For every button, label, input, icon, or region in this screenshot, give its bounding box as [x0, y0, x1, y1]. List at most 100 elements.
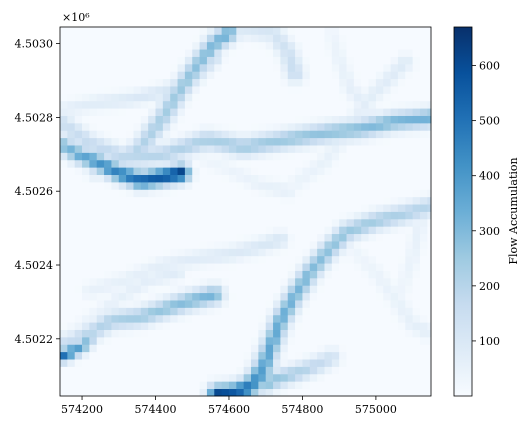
- heatmap-cell: [397, 381, 406, 390]
- heatmap-cell: [162, 204, 171, 212]
- heatmap-cell: [228, 204, 237, 212]
- heatmap-cell: [104, 351, 112, 360]
- heatmap-cell: [126, 86, 134, 94]
- heatmap-cell: [287, 300, 296, 308]
- heatmap-cell: [126, 329, 134, 338]
- heatmap-cell: [133, 122, 142, 131]
- heatmap-cell: [346, 159, 355, 168]
- heatmap-cell: [111, 56, 120, 65]
- heatmap-cell: [302, 78, 311, 87]
- heatmap-cell: [309, 56, 318, 65]
- heatmap-cell: [375, 233, 384, 242]
- heatmap-cell: [133, 181, 142, 190]
- heatmap-cell: [82, 344, 90, 353]
- heatmap-cell: [118, 322, 127, 330]
- heatmap-cell: [199, 351, 208, 360]
- heatmap-cell: [74, 211, 83, 220]
- heatmap-cell: [383, 71, 391, 80]
- heatmap-cell: [228, 137, 237, 146]
- heatmap-cell: [60, 292, 68, 301]
- heatmap-cell: [162, 388, 171, 397]
- heatmap-cell: [375, 49, 384, 57]
- heatmap-cell: [368, 41, 377, 50]
- heatmap-cell: [383, 300, 391, 308]
- heatmap-cell: [126, 270, 134, 279]
- heatmap-cell: [331, 300, 340, 308]
- heatmap-cell: [368, 277, 377, 286]
- heatmap-cell: [280, 233, 289, 242]
- heatmap-cell: [126, 34, 134, 43]
- heatmap-cell: [184, 137, 193, 146]
- heatmap-cell: [258, 78, 267, 87]
- heatmap-cell: [126, 49, 134, 57]
- heatmap-cell: [331, 196, 340, 205]
- heatmap-cell: [265, 167, 274, 175]
- heatmap-cell: [184, 49, 193, 57]
- heatmap-cell: [60, 255, 68, 264]
- heatmap-cell: [214, 388, 223, 397]
- heatmap-cell: [258, 359, 267, 367]
- heatmap-cell: [96, 270, 105, 279]
- heatmap-cell: [412, 241, 421, 249]
- heatmap-cell: [251, 241, 259, 249]
- heatmap-cell: [390, 108, 399, 116]
- heatmap-cell: [405, 314, 414, 323]
- heatmap-cell: [236, 145, 245, 153]
- heatmap-cell: [89, 226, 98, 235]
- heatmap-cell: [214, 248, 223, 257]
- heatmap-cell: [67, 233, 76, 242]
- heatmap-cell: [331, 211, 340, 220]
- heatmap-cell: [295, 381, 303, 390]
- heatmap-cell: [104, 204, 112, 212]
- heatmap-cell: [140, 34, 149, 43]
- heatmap-cell: [82, 322, 90, 330]
- x-tick-label: 574400: [135, 403, 177, 416]
- heatmap-cell: [280, 373, 289, 382]
- heatmap-cell: [184, 63, 193, 72]
- heatmap-cell: [60, 314, 68, 323]
- heatmap-cell: [353, 322, 362, 330]
- heatmap-cell: [177, 122, 186, 131]
- heatmap-cell: [390, 174, 399, 183]
- heatmap-cell: [339, 366, 347, 375]
- heatmap-cell: [390, 41, 399, 50]
- heatmap-cell: [353, 277, 362, 286]
- heatmap-cell: [302, 314, 311, 323]
- heatmap-cell: [177, 196, 186, 205]
- heatmap-cell: [148, 270, 156, 279]
- heatmap-cell: [148, 86, 156, 94]
- heatmap-cell: [251, 63, 259, 72]
- heatmap-cell: [324, 218, 333, 227]
- heatmap-cell: [405, 174, 414, 183]
- heatmap-cell: [265, 307, 274, 316]
- heatmap-cell: [287, 351, 296, 360]
- heatmap-cell: [192, 241, 200, 249]
- heatmap-cell: [104, 381, 112, 390]
- heatmap-cell: [383, 381, 391, 390]
- heatmap-cell: [309, 351, 318, 360]
- heatmap-cell: [126, 263, 134, 271]
- heatmap-cell: [126, 292, 134, 301]
- heatmap-cell: [111, 344, 120, 353]
- heatmap-cell: [273, 196, 281, 205]
- heatmap-cell: [111, 189, 120, 198]
- heatmap-cell: [361, 285, 369, 294]
- heatmap-cell: [397, 322, 406, 330]
- heatmap-cell: [405, 329, 414, 338]
- heatmap-cell: [111, 373, 120, 382]
- heatmap-cell: [96, 388, 105, 397]
- heatmap-cell: [184, 381, 193, 390]
- heatmap-cell: [390, 137, 399, 146]
- heatmap-cell: [177, 336, 186, 345]
- heatmap-cell: [287, 211, 296, 220]
- heatmap-cell: [302, 181, 311, 190]
- heatmap-cell: [309, 381, 318, 390]
- heatmap-cell: [427, 359, 432, 367]
- heatmap-cell: [302, 41, 311, 50]
- heatmap-cell: [140, 78, 149, 87]
- heatmap-cell: [228, 100, 237, 109]
- heatmap-cell: [265, 145, 274, 153]
- heatmap-cell: [368, 71, 377, 80]
- heatmap-cell: [265, 322, 274, 330]
- heatmap-cell: [309, 41, 318, 50]
